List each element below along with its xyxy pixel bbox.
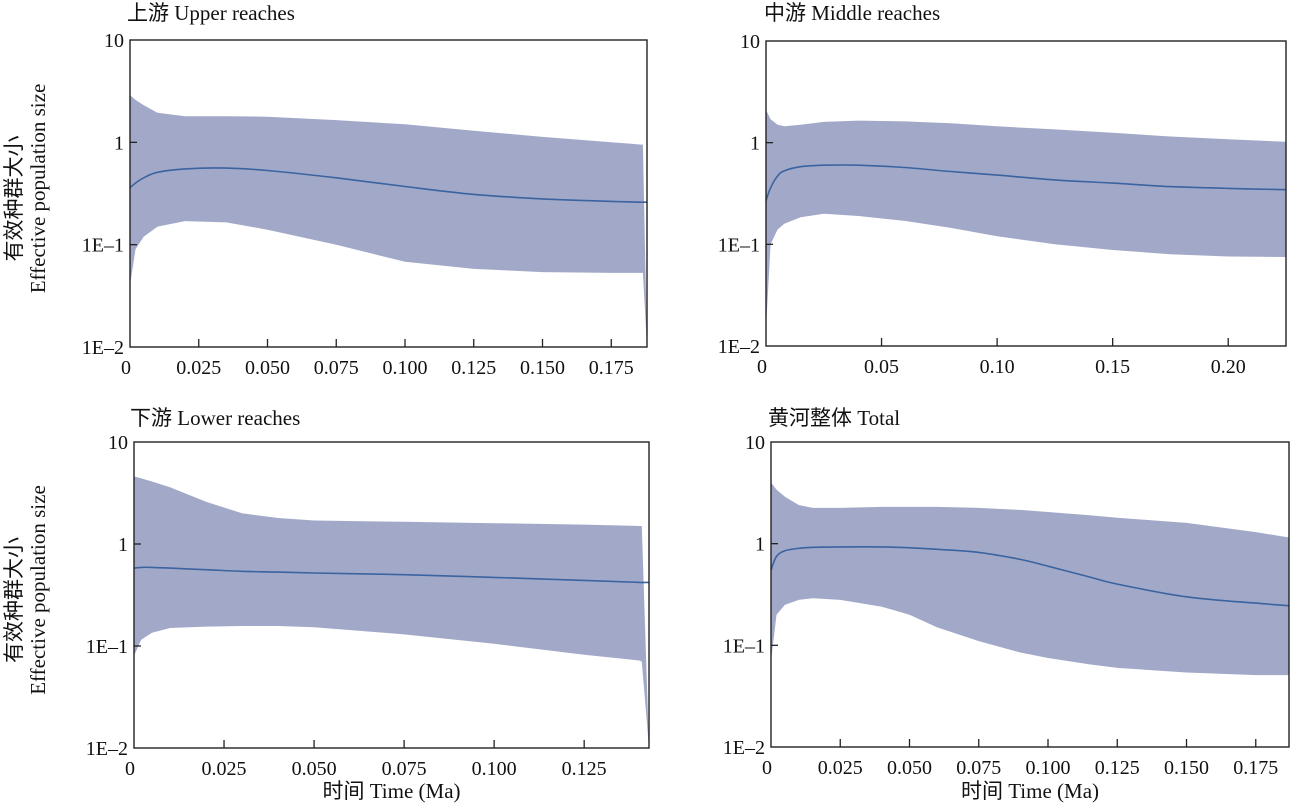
x-tick-label: 0.20 bbox=[1211, 356, 1246, 378]
y-tick-label: 1 bbox=[114, 132, 124, 154]
median-line bbox=[129, 167, 647, 204]
x-tick-label: 0.075 bbox=[314, 357, 359, 379]
y-tick-label: 10 bbox=[104, 30, 124, 52]
x-tick-label: 0 bbox=[125, 758, 135, 780]
x-tick-label: 0.125 bbox=[451, 357, 496, 379]
y-tick-label: 1 bbox=[750, 133, 760, 155]
y-tick-label: 1E–2 bbox=[82, 337, 124, 359]
panel-title: 中游 Middle reaches bbox=[764, 1, 940, 25]
x-tick-label: 0.150 bbox=[1164, 757, 1209, 779]
x-tick-label: 0.075 bbox=[956, 757, 1001, 779]
median-line bbox=[133, 566, 649, 584]
y-axis-label-cn: 有效种群大小 bbox=[2, 136, 26, 262]
x-tick-label: 0 bbox=[762, 757, 772, 779]
y-tick-label: 10 bbox=[108, 432, 128, 454]
panel-1: 10 1 1E–1 1E–20 0.025 0.050 0.075 0.100 0.125 0.1… bbox=[2, 1, 648, 379]
x-tick-label: 0.175 bbox=[589, 357, 634, 379]
y-tick-label: 1 bbox=[118, 534, 128, 556]
x-tick-label: 0.025 bbox=[176, 357, 221, 379]
x-tick-label: 0.125 bbox=[1095, 757, 1140, 779]
plot-frame bbox=[765, 40, 1287, 347]
hpd-band bbox=[766, 109, 1286, 329]
x-tick-label: 0.100 bbox=[383, 357, 428, 379]
hpd-band bbox=[771, 482, 1289, 676]
x-tick-label: 0.05 bbox=[864, 356, 899, 378]
plot-frame bbox=[133, 441, 650, 749]
panel-title: 上游 Upper reaches bbox=[127, 1, 295, 25]
x-tick-label: 0.075 bbox=[382, 758, 427, 780]
plot-frame bbox=[129, 39, 648, 348]
x-tick-label: 0.175 bbox=[1233, 757, 1278, 779]
y-tick-label: 10 bbox=[745, 432, 765, 454]
y-tick-label: 1E–2 bbox=[723, 737, 765, 759]
x-tick-label: 0.100 bbox=[472, 758, 517, 780]
plot-frame bbox=[770, 441, 1290, 748]
x-tick-label: 0.050 bbox=[245, 357, 290, 379]
x-tick-label: 0.125 bbox=[562, 758, 607, 780]
x-tick-label: 0.150 bbox=[520, 357, 565, 379]
panel-title: 黄河整体 Total bbox=[768, 406, 900, 430]
hpd-band bbox=[134, 476, 649, 748]
x-tick-label: 0.025 bbox=[202, 758, 247, 780]
panel-title: 下游 Lower reaches bbox=[130, 406, 300, 430]
panel-2: 10 1 1E–1 1E–20 0.05 0.10 0.15 0.20 中游 Middle re… bbox=[718, 1, 1287, 378]
x-tick-label: 0.100 bbox=[1026, 757, 1071, 779]
median-line bbox=[765, 164, 1287, 201]
x-axis-label: 时间 Time (Ma) bbox=[322, 779, 460, 803]
x-tick-label: 0.050 bbox=[887, 757, 932, 779]
hpd-band bbox=[130, 95, 647, 347]
x-tick-label: 0.025 bbox=[818, 757, 863, 779]
panel-3: 10 1 1E–1 1E–20 0.025 0.050 0.075 0.100 0.125 下游 … bbox=[2, 406, 650, 803]
y-axis-label-cn: 有效种群大小 bbox=[2, 537, 26, 663]
median-line bbox=[770, 545, 1290, 607]
x-tick-label: 0 bbox=[121, 357, 131, 379]
x-tick-label: 0.050 bbox=[292, 758, 337, 780]
y-tick-label: 1E–1 bbox=[718, 234, 760, 256]
y-tick-label: 10 bbox=[740, 31, 760, 53]
y-tick-label: 1E–2 bbox=[718, 336, 760, 358]
y-tick-label: 1E–1 bbox=[723, 635, 765, 657]
y-axis-label-en: Effective population size bbox=[26, 485, 50, 695]
y-axis-label-en: Effective population size bbox=[26, 84, 50, 294]
y-tick-label: 1E–1 bbox=[86, 636, 128, 658]
x-tick-label: 0 bbox=[757, 356, 767, 378]
y-tick-label: 1E–2 bbox=[86, 738, 128, 760]
y-tick-label: 1 bbox=[755, 534, 765, 556]
x-tick-label: 0.10 bbox=[980, 356, 1015, 378]
y-tick-label: 1E–1 bbox=[82, 235, 124, 257]
panel-4: 10 1 1E–1 1E–20 0.025 0.050 0.075 0.100 0.125 0.1… bbox=[723, 406, 1290, 803]
x-tick-label: 0.15 bbox=[1095, 356, 1130, 378]
x-axis-label: 时间 Time (Ma) bbox=[961, 779, 1099, 803]
